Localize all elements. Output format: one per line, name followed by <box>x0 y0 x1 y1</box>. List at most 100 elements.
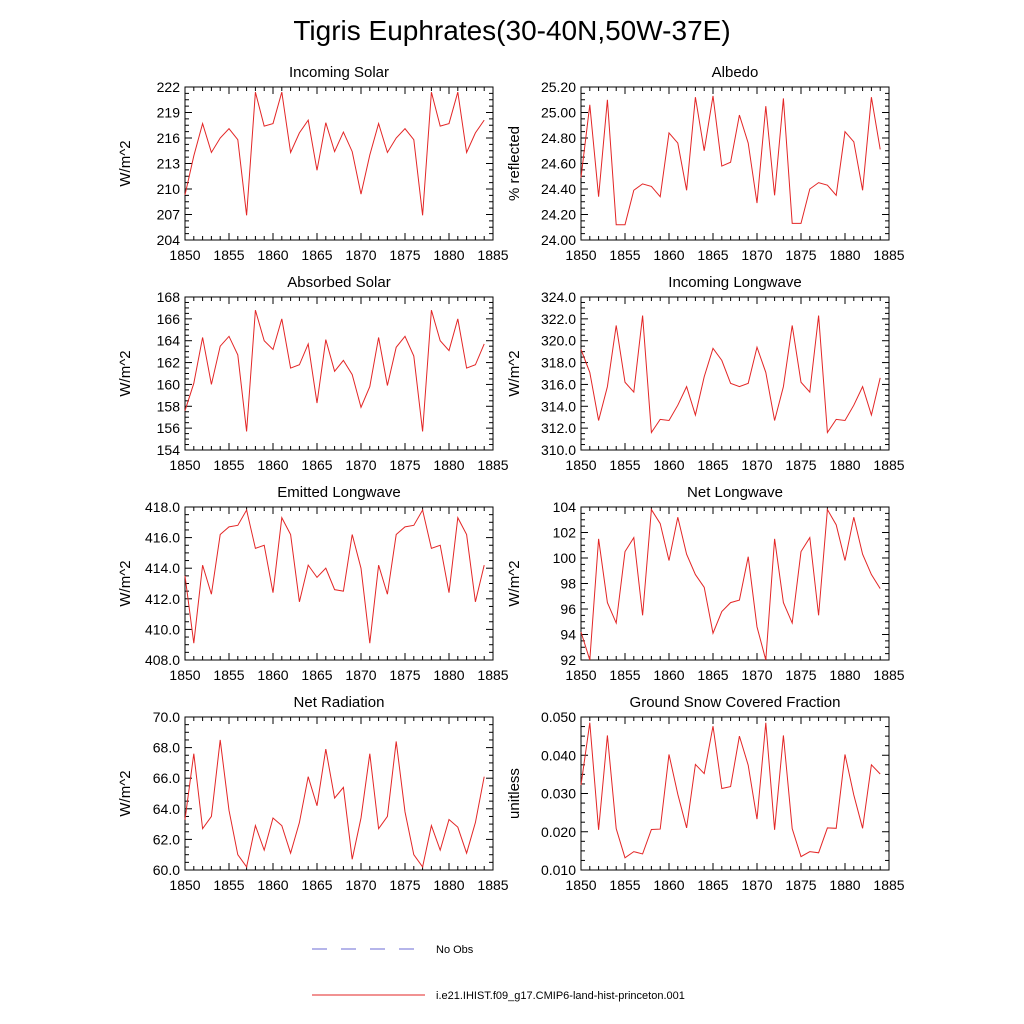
y-tick-label: 410.0 <box>145 621 180 637</box>
y-tick-label: 320.0 <box>541 333 576 349</box>
panel-title: Emitted Longwave <box>277 484 400 501</box>
x-tick-label: 1880 <box>829 667 860 683</box>
x-tick-label: 1870 <box>741 457 772 473</box>
x-tick-label: 1855 <box>609 667 640 683</box>
x-tick-label: 1885 <box>477 877 508 893</box>
y-tick-label: 322.0 <box>541 311 576 327</box>
x-tick-label: 1860 <box>653 247 684 263</box>
y-tick-label: 100 <box>553 550 577 566</box>
y-tick-label: 162 <box>157 355 181 371</box>
x-tick-label: 1885 <box>477 247 508 263</box>
panel-7: Net Radiation 1850 1855 1860 1865 1870 1875 188… <box>117 694 509 893</box>
x-tick-label: 1860 <box>257 667 288 683</box>
x-tick-label: 1855 <box>213 247 244 263</box>
y-tick-label: 98 <box>560 576 576 592</box>
y-tick-label: 62.0 <box>153 831 180 847</box>
y-axis-label: W/m^2 <box>506 560 523 606</box>
plot-frame <box>184 86 494 241</box>
panel-8: Ground Snow Covered Fraction 1850 1855 1860… <box>506 694 905 893</box>
y-tick-label: 316.0 <box>541 376 576 392</box>
x-tick-label: 1860 <box>257 877 288 893</box>
y-axis-label: W/m^2 <box>117 770 134 816</box>
x-tick-label: 1850 <box>169 247 200 263</box>
y-tick-label: 310.0 <box>541 442 576 458</box>
x-tick-label: 1850 <box>169 457 200 473</box>
panel-2: Albedo 1850 1855 1860 1865 1870 1875 1880 1885 24… <box>506 64 905 263</box>
series-line-1 <box>184 309 485 432</box>
plot-frame <box>580 296 890 451</box>
x-tick-label: 1870 <box>345 877 376 893</box>
x-tick-label: 1850 <box>565 667 596 683</box>
y-tick-label: 24.60 <box>541 156 576 172</box>
series-line-1 <box>184 91 485 216</box>
x-tick-label: 1880 <box>433 877 464 893</box>
panel-title: Incoming Solar <box>289 64 389 81</box>
y-tick-label: 160 <box>157 376 181 392</box>
x-tick-label: 1870 <box>741 247 772 263</box>
x-tick-label: 1875 <box>389 457 420 473</box>
y-tick-label: 412.0 <box>145 591 180 607</box>
series-line-1 <box>580 315 881 434</box>
panel-4: Incoming Longwave 1850 1855 1860 1865 1870 187… <box>506 274 905 473</box>
x-tick-label: 1865 <box>697 247 728 263</box>
x-tick-label: 1870 <box>741 877 772 893</box>
x-tick-label: 1885 <box>477 457 508 473</box>
y-tick-label: 102 <box>553 525 577 541</box>
x-tick-label: 1865 <box>301 457 332 473</box>
y-tick-label: 0.050 <box>541 709 576 725</box>
panel-title: Ground Snow Covered Fraction <box>630 694 841 711</box>
legend-label-no-obs: No Obs <box>436 944 474 956</box>
x-tick-label: 1850 <box>565 877 596 893</box>
y-axis-label: W/m^2 <box>117 350 134 396</box>
legend: No Obs i.e21.IHIST.f09_g17.CMIP6-land-hi… <box>312 944 685 1002</box>
x-tick-label: 1875 <box>785 457 816 473</box>
y-tick-label: 24.00 <box>541 232 576 248</box>
x-tick-label: 1865 <box>697 877 728 893</box>
x-tick-label: 1880 <box>433 457 464 473</box>
y-tick-label: 0.040 <box>541 747 576 763</box>
x-tick-label: 1870 <box>345 247 376 263</box>
x-tick-label: 1870 <box>741 667 772 683</box>
y-tick-label: 213 <box>157 156 181 172</box>
y-tick-label: 0.030 <box>541 786 576 802</box>
y-tick-label: 168 <box>157 289 181 305</box>
series-line-1 <box>580 507 881 661</box>
x-tick-label: 1880 <box>433 247 464 263</box>
y-tick-label: 60.0 <box>153 862 180 878</box>
x-tick-label: 1875 <box>785 247 816 263</box>
x-tick-label: 1880 <box>433 667 464 683</box>
x-tick-label: 1870 <box>345 457 376 473</box>
series-line-1 <box>184 508 485 644</box>
y-axis-label: unitless <box>506 768 523 819</box>
x-tick-label: 1855 <box>213 457 244 473</box>
x-tick-label: 1860 <box>653 667 684 683</box>
series-line-1 <box>184 739 485 869</box>
figure-title: Tigris Euphrates(30-40N,50W-37E) <box>293 15 730 46</box>
panel-title: Incoming Longwave <box>668 274 801 291</box>
x-tick-label: 1870 <box>345 667 376 683</box>
x-tick-label: 1875 <box>389 877 420 893</box>
x-tick-label: 1850 <box>565 247 596 263</box>
y-tick-label: 418.0 <box>145 499 180 515</box>
x-tick-label: 1855 <box>609 877 640 893</box>
y-tick-label: 156 <box>157 420 181 436</box>
plot-frame <box>184 296 494 451</box>
y-tick-label: 219 <box>157 105 181 121</box>
legend-entry-no-obs: No Obs <box>312 944 474 956</box>
y-tick-label: 92 <box>560 652 576 668</box>
x-tick-label: 1860 <box>257 247 288 263</box>
y-tick-label: 312.0 <box>541 420 576 436</box>
y-tick-label: 24.40 <box>541 181 576 197</box>
series-line-1 <box>580 722 881 859</box>
y-tick-label: 68.0 <box>153 740 180 756</box>
x-tick-label: 1850 <box>169 877 200 893</box>
x-tick-label: 1855 <box>609 457 640 473</box>
y-tick-label: 154 <box>157 442 181 458</box>
panel-3: Absorbed Solar 1850 1855 1860 1865 1870 1875 18… <box>117 274 509 473</box>
x-tick-label: 1885 <box>873 667 904 683</box>
panel-title: Albedo <box>712 64 759 81</box>
y-tick-label: 64.0 <box>153 801 180 817</box>
panel-title: Net Longwave <box>687 484 783 501</box>
x-tick-label: 1860 <box>257 457 288 473</box>
